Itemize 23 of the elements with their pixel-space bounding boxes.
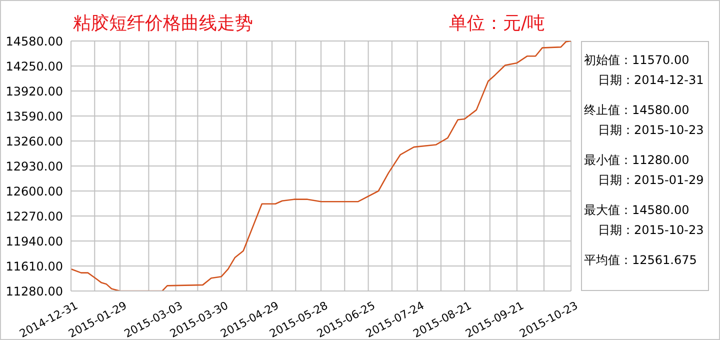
- text: 日期：2015-10-23: [597, 122, 705, 139]
- text: 终止值：14580.00: [584, 102, 690, 119]
- y-tick-label: 12270.00: [6, 209, 63, 224]
- text: 日期：2015-01-29: [597, 172, 705, 189]
- text: 最大值：14580.00: [584, 202, 690, 219]
- text: 最小值：11280.00: [584, 152, 690, 169]
- y-tick-label: 12600.00: [6, 184, 63, 198]
- text: 初始值：11570.00: [584, 52, 690, 69]
- y-tick-label: 11610.00: [6, 259, 63, 274]
- y-tick-label: 14250.00: [6, 59, 63, 74]
- line-series: [71, 41, 571, 291]
- y-tick-label: 12930.00: [6, 159, 63, 174]
- chart-subtitle: 单位：元/吨: [449, 12, 546, 35]
- y-tick-label: 13920.00: [6, 84, 63, 98]
- y-tick-label: 11280.00: [6, 284, 63, 298]
- y-tick-label: 11940.00: [6, 234, 63, 248]
- text: 日期：2014-12-31: [597, 72, 705, 89]
- y-tick-label: 14580.00: [6, 34, 63, 48]
- text: 平均值：12561.675: [584, 252, 698, 269]
- y-tick-label: 13590.00: [6, 109, 63, 124]
- text: 日期：2015-10-23: [597, 222, 705, 239]
- y-tick-label: 13260.00: [6, 134, 63, 148]
- chart-title: 粘胶短纤价格曲线走势: [73, 12, 253, 35]
